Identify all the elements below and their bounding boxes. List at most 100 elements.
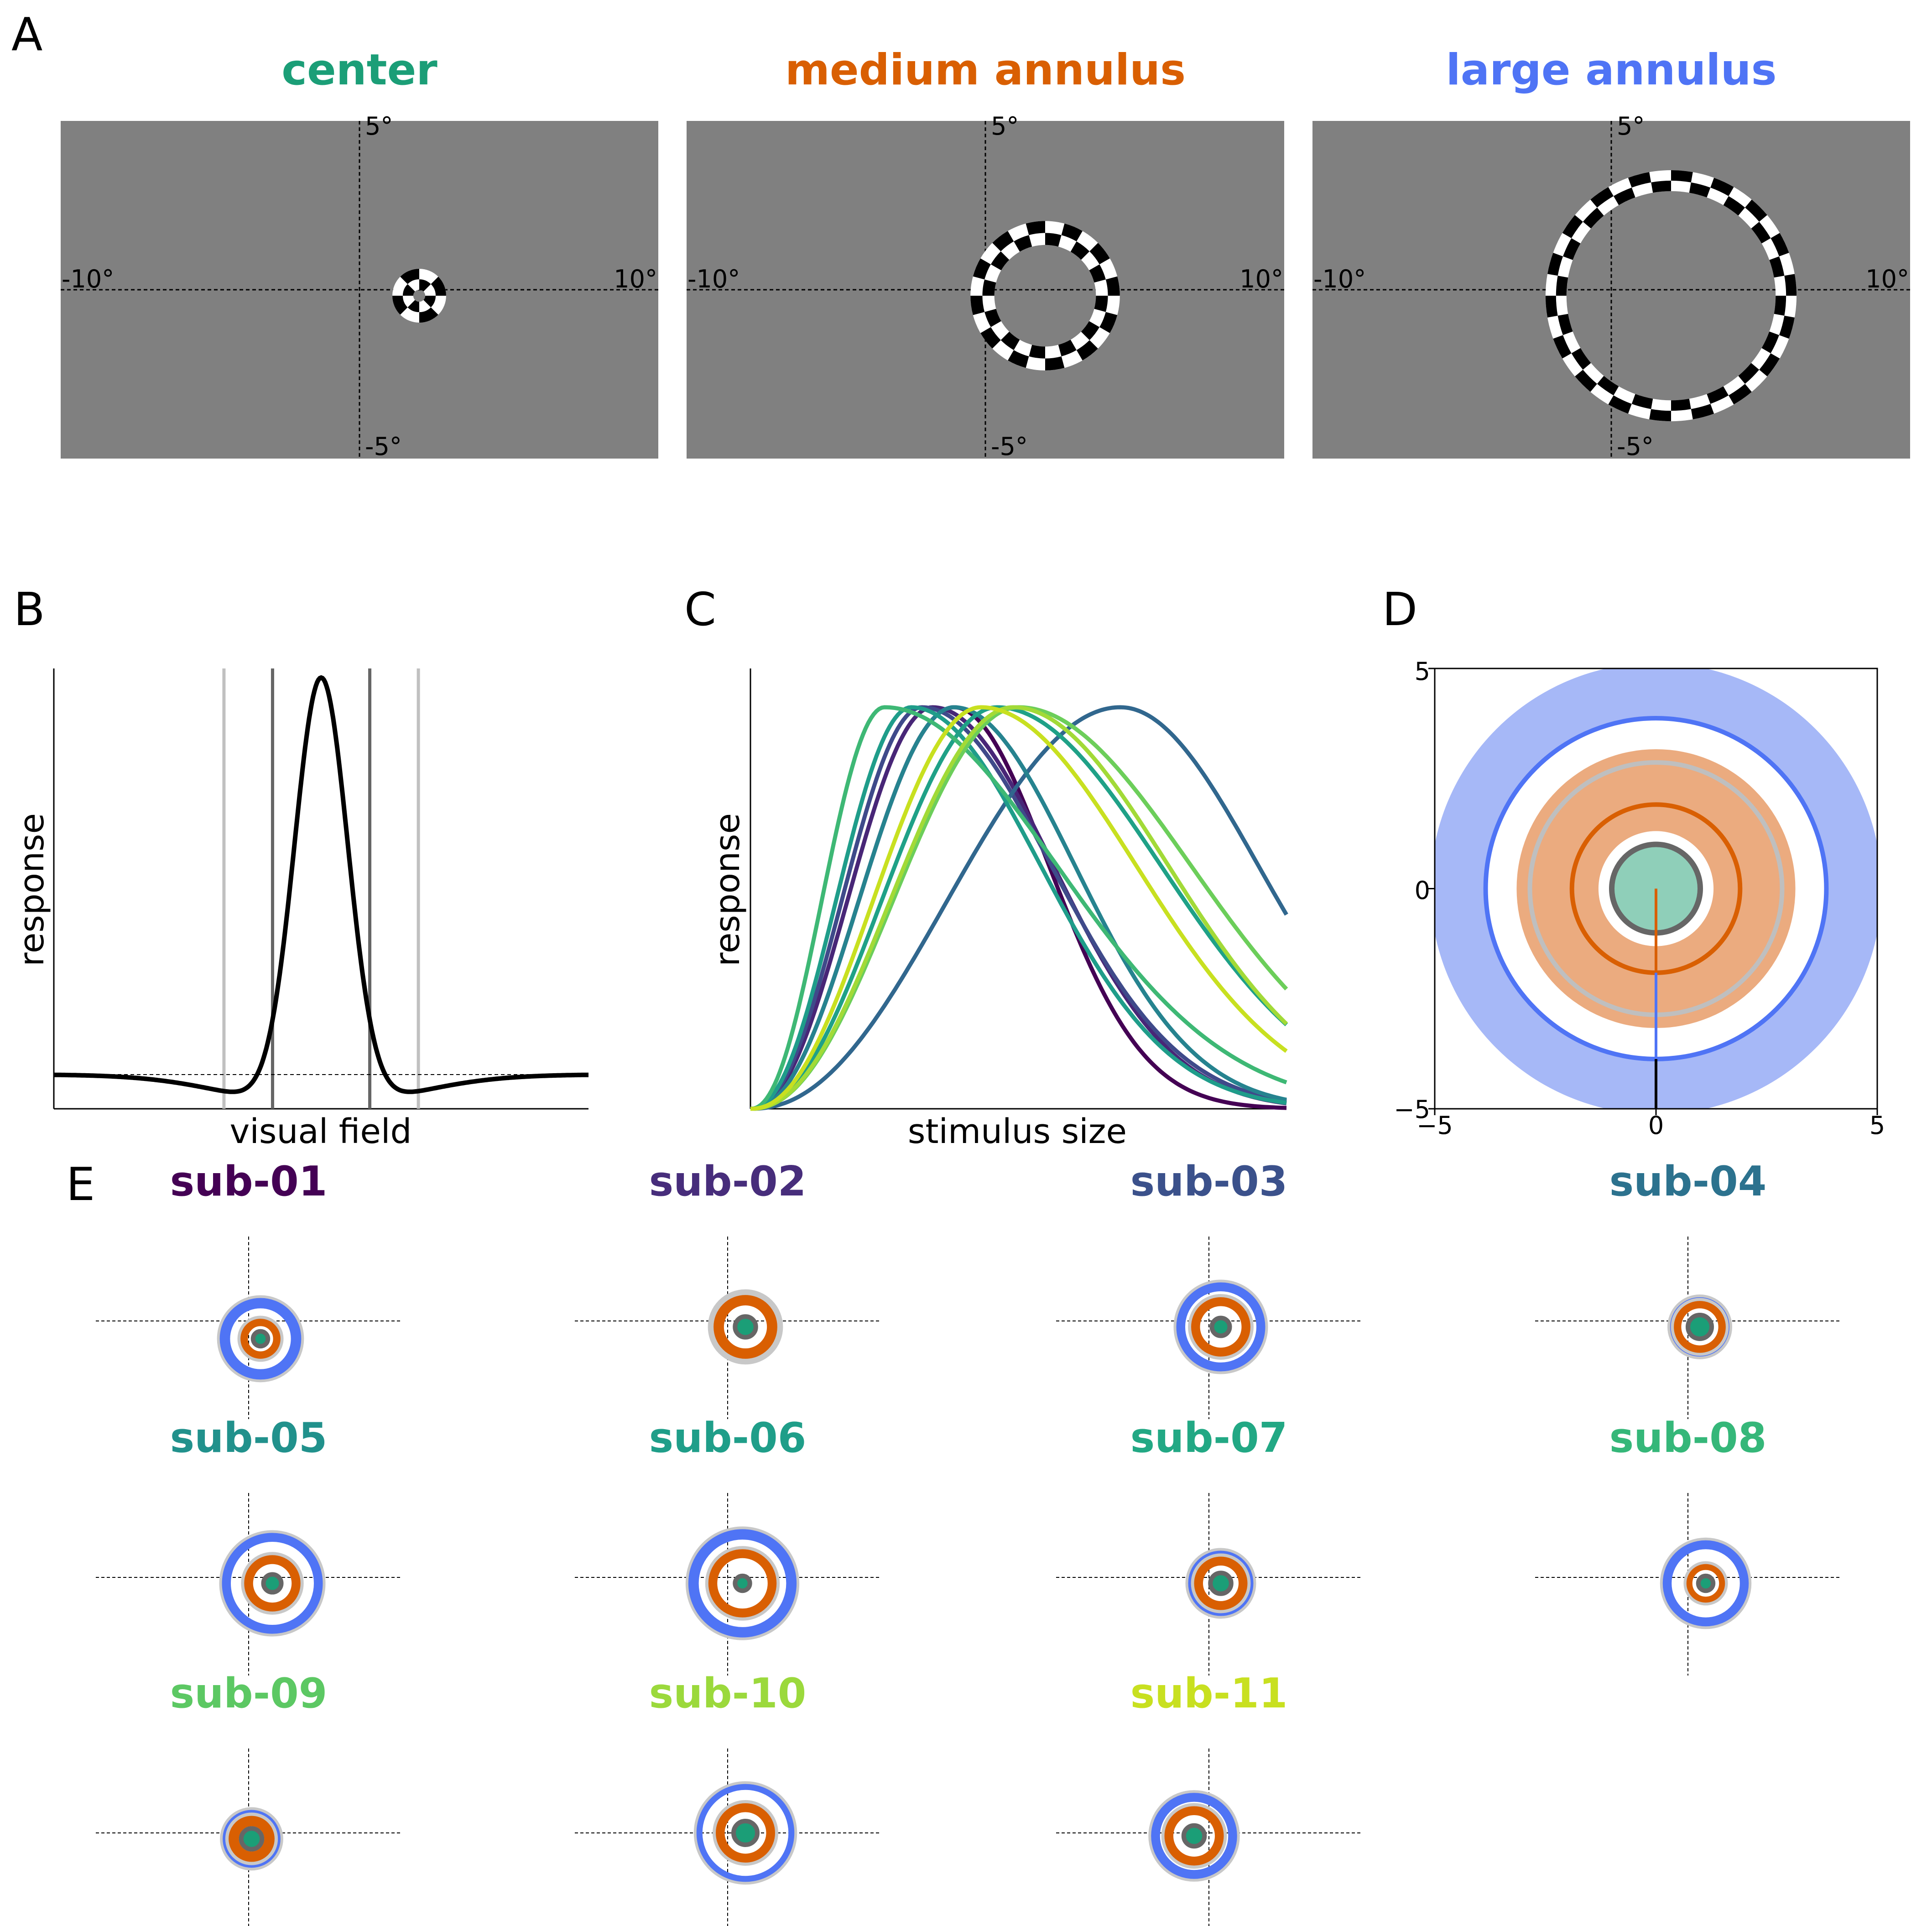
- check-outer-2-11: [1608, 395, 1632, 414]
- check-inner-0-0: [423, 296, 436, 308]
- subject-2-gray-inner: [710, 1291, 781, 1362]
- subject-3-center-disk: [1209, 1315, 1232, 1338]
- panel-label-d: D: [1382, 583, 1417, 636]
- check-outer-2-19: [1547, 253, 1563, 276]
- panel-label-b: B: [14, 583, 45, 636]
- subject-3-gray-inner: [1188, 1294, 1254, 1360]
- check-inner-1-0: [1094, 296, 1108, 312]
- subject-5-gray-inner: [241, 1552, 304, 1615]
- size-tuning-curve-6: [750, 705, 1288, 1111]
- panel-label-a: A: [11, 8, 42, 61]
- subject-title-3: sub-03: [1130, 1158, 1288, 1206]
- size-tuning-curve-1: [750, 705, 1287, 1111]
- subject-4-medium-ring: [1674, 1301, 1726, 1353]
- check-outer-0-5: [400, 269, 419, 284]
- check-outer-1-1: [1099, 312, 1118, 333]
- check-outer-2-15: [1553, 335, 1572, 359]
- label-bottom-2: -5°: [1617, 432, 1654, 461]
- check-outer-0-3: [392, 296, 408, 315]
- panel-b-ylabel: response: [12, 813, 52, 966]
- subject-11-center-disk: [1181, 1823, 1207, 1849]
- label-left-0: -10°: [62, 265, 114, 293]
- panel-d-plot-area: [1435, 668, 1877, 1109]
- check-outer-1-3: [1076, 340, 1098, 360]
- subject-8-center-disk: [1696, 1573, 1716, 1593]
- check-outer-1-5: [1045, 356, 1065, 371]
- subject-10-center-disk: [731, 1819, 760, 1847]
- subject-11-gray-inner: [1161, 1803, 1227, 1869]
- label-left-1: -10°: [687, 265, 740, 293]
- subject-2-medium-ring: [713, 1295, 777, 1359]
- check-inner-1-16: [1014, 235, 1032, 252]
- check-inner-2-14: [1571, 348, 1591, 370]
- check-outer-2-5: [1729, 384, 1752, 405]
- size-tuning-curve-0: [750, 705, 1287, 1111]
- label-top-1: 5°: [991, 112, 1019, 141]
- check-outer-2-35: [1784, 274, 1797, 296]
- panel-e-subjects: sub-01 sub-02 sub-03 sub-04 sub-05 sub-06 sub-…: [96, 1158, 1841, 1926]
- subject-8-medium-ring: [1686, 1564, 1725, 1603]
- rf-profile-curve: [54, 675, 588, 1094]
- panel-b-receptive-field: visual field response: [12, 668, 588, 1151]
- subject-10-large-ring: [696, 1784, 795, 1882]
- check-outer-1-23: [1105, 276, 1120, 296]
- check-inner-2-6: [1707, 386, 1729, 404]
- subject-10-gray-inner: [713, 1800, 778, 1866]
- subject-1-gray-inner: [237, 1315, 284, 1362]
- size-tuning-curve-2: [750, 705, 1287, 1111]
- check-inner-1-10: [984, 308, 1001, 327]
- check-inner-1-22: [1089, 264, 1106, 283]
- check-inner-2-8: [1671, 398, 1691, 411]
- check-inner-2-16: [1557, 313, 1573, 335]
- subject-title-7: sub-07: [1130, 1414, 1288, 1462]
- label-right-0: 10°: [614, 265, 657, 293]
- subject-6-medium-ring: [708, 1549, 777, 1618]
- subject-1-medium-ring: [240, 1319, 281, 1359]
- subject-9-center-disk: [239, 1826, 265, 1852]
- subject-11-large-ring: [1151, 1793, 1237, 1879]
- panel-c-xlabel: stimulus size: [908, 1112, 1127, 1151]
- check-outer-2-3: [1759, 353, 1780, 376]
- check-inner-2-0: [1774, 296, 1786, 316]
- check-outer-2-13: [1575, 370, 1597, 392]
- subject-7-gray-inner: [1191, 1553, 1251, 1613]
- check-inner-0-2: [407, 300, 419, 313]
- check-inner-2-28: [1689, 182, 1711, 198]
- subject-10-medium-ring: [716, 1803, 775, 1863]
- panel-b-xlabel: visual field: [230, 1112, 412, 1151]
- check-outer-2-25: [1628, 172, 1651, 188]
- subject-title-2: sub-02: [649, 1158, 807, 1206]
- check-outer-1-19: [1061, 223, 1083, 241]
- check-inner-1-4: [1058, 339, 1077, 356]
- check-inner-0-4: [402, 284, 415, 296]
- size-tuning-curve-7: [750, 705, 1287, 1111]
- panel-label-c: C: [684, 583, 716, 636]
- subject-5-large-ring: [222, 1533, 323, 1634]
- check-outer-1-21: [1089, 243, 1110, 265]
- subject-5-medium-ring: [244, 1555, 301, 1612]
- check-inner-2-30: [1723, 196, 1745, 216]
- panel-d-ytick-2: −5: [1394, 1095, 1430, 1124]
- size-tuning-curve-4: [750, 705, 1287, 1111]
- label-top-0: 5°: [365, 112, 393, 141]
- check-inner-1-8: [1000, 331, 1020, 350]
- subject-1-center-disk: [250, 1329, 271, 1349]
- check-outer-2-9: [1649, 409, 1671, 422]
- stimulus-title-2: large annulus: [1446, 45, 1776, 95]
- check-inner-0-6: [419, 279, 431, 292]
- check-outer-1-11: [970, 296, 985, 315]
- subject-9-medium-ring: [229, 1816, 275, 1862]
- subject-7-center-disk: [1208, 1571, 1234, 1596]
- check-inner-1-14: [990, 251, 1010, 271]
- size-tuning-curve-5: [750, 705, 1287, 1111]
- check-outer-2-23: [1590, 187, 1614, 208]
- panel-d-ytick-0: 5: [1415, 657, 1430, 686]
- check-outer-2-33: [1771, 233, 1789, 256]
- panel-d-rings: −5 0 5 5 0 −5: [1394, 657, 1885, 1140]
- subject-title-9: sub-09: [170, 1670, 328, 1717]
- panel-label-e: E: [66, 1158, 95, 1211]
- subject-title-8: sub-08: [1609, 1414, 1767, 1462]
- label-left-2: -10°: [1313, 265, 1366, 293]
- subject-title-6: sub-06: [649, 1414, 807, 1462]
- check-outer-1-13: [973, 258, 991, 280]
